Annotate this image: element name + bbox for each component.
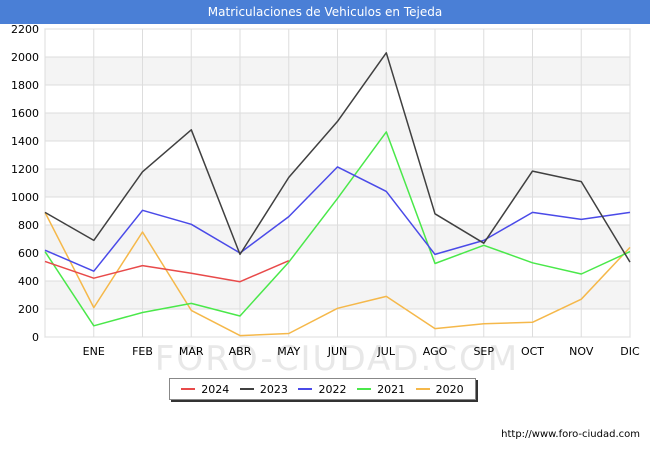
legend-swatch <box>357 388 372 390</box>
x-tick-label: JUL <box>377 345 396 358</box>
x-tick-label: MAR <box>179 345 204 358</box>
x-axis-ticks: ENE FEB MAR ABR MAY JUN JUL AGO SEP OCT NOV DIC <box>83 345 640 358</box>
x-tick-label: AGO <box>423 345 448 358</box>
y-tick-label: 200 <box>18 303 39 316</box>
grid-lines <box>44 28 631 338</box>
y-tick-label: 1200 <box>11 163 39 176</box>
x-tick-label: FEB <box>132 345 153 358</box>
x-tick-label: ENE <box>83 345 105 358</box>
x-tick-label: OCT <box>521 345 544 358</box>
y-tick-label: 400 <box>18 275 39 288</box>
legend-swatch <box>298 388 313 390</box>
y-axis-ticks: 0 200 400 600 800 1000 1200 1400 1600 1800 2000 220… <box>11 23 39 344</box>
legend-item-2023: 2023 <box>239 382 288 396</box>
series-line-2020 <box>44 212 631 337</box>
source-link[interactable]: http://www.foro-ciudad.com <box>501 429 640 440</box>
y-tick-label: 1600 <box>11 107 39 120</box>
watermark: FORO-CIUDAD.COM <box>155 339 519 379</box>
x-tick-label: DIC <box>620 345 640 358</box>
legend-item-2021: 2021 <box>357 383 405 396</box>
legend-label: 2021 <box>377 382 406 396</box>
y-tick-label: 600 <box>18 247 39 260</box>
legend-item-2022: 2022 <box>298 383 346 396</box>
y-tick-label: 1800 <box>11 79 39 92</box>
legend-label: 2020 <box>435 382 464 396</box>
x-tick-label: JUN <box>327 345 348 358</box>
legend-label: 2022 <box>318 382 347 396</box>
legend: 2024 2023 2022 2021 2020 <box>169 378 476 400</box>
x-tick-label: MAY <box>277 345 300 358</box>
y-tick-label: 1400 <box>11 135 39 148</box>
legend-label: 2024 <box>201 382 230 396</box>
x-tick-label: ABR <box>229 345 252 358</box>
series-line-2023 <box>44 52 631 263</box>
x-tick-label: SEP <box>473 345 494 358</box>
y-tick-label: 1000 <box>11 191 39 204</box>
legend-label: 2023 <box>259 382 288 396</box>
chart-title: Matriculaciones de Vehiculos en Tejeda <box>0 0 650 24</box>
y-tick-label: 0 <box>32 331 39 344</box>
legend-item-2020: 2020 <box>415 382 464 396</box>
legend-swatch <box>239 388 254 390</box>
legend-swatch <box>181 388 196 390</box>
y-tick-label: 2200 <box>11 23 39 36</box>
series-line-2021 <box>44 131 631 327</box>
series-lines <box>44 52 631 337</box>
y-tick-label: 800 <box>18 219 39 232</box>
y-tick-label: 2000 <box>11 51 39 64</box>
legend-swatch <box>415 388 430 390</box>
series-line-2024 <box>44 260 290 283</box>
legend-item-2024: 2024 <box>181 383 229 396</box>
series-line-2022 <box>44 166 631 272</box>
x-tick-label: NOV <box>569 345 594 358</box>
